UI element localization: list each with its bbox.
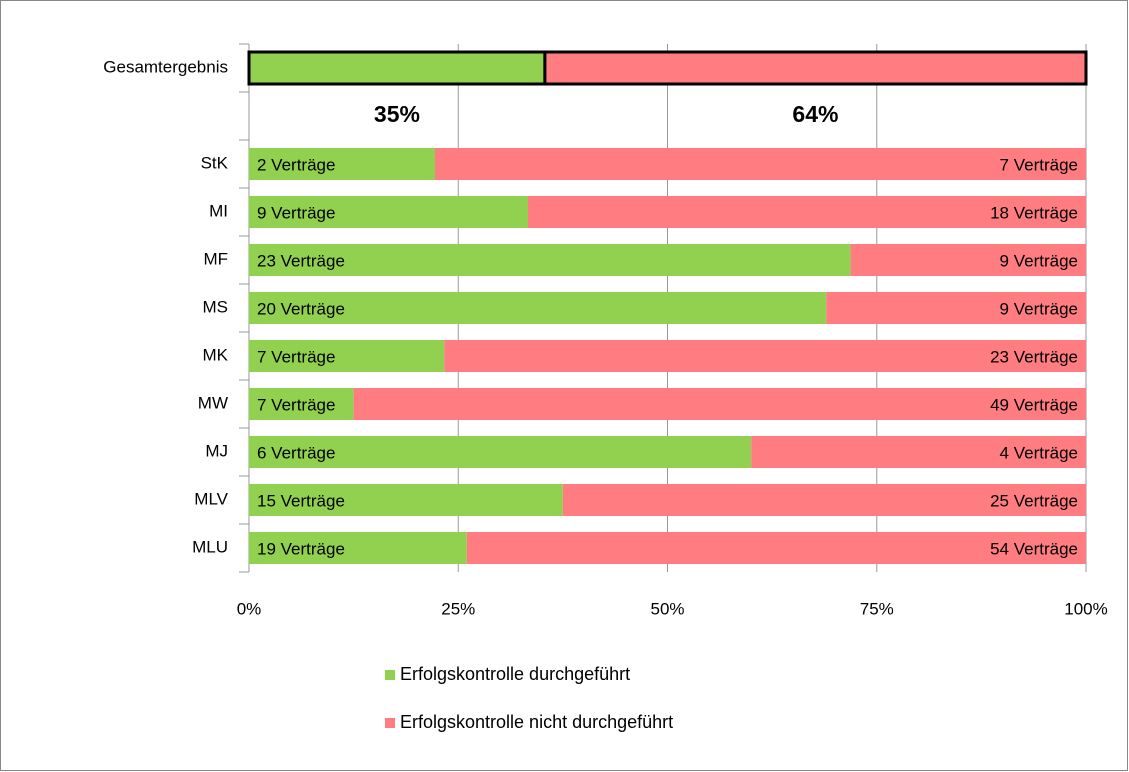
data-label: 4 Verträge [1000, 443, 1078, 462]
legend-label: Erfolgskontrolle durchgeführt [400, 664, 630, 684]
y-tick-label: MLU [192, 537, 228, 556]
data-label: 64% [792, 101, 838, 127]
x-tick-label: 50% [650, 599, 684, 618]
x-tick-label: 100% [1064, 599, 1107, 618]
y-tick-label: MI [209, 201, 228, 220]
y-tick-label: MJ [205, 441, 228, 460]
data-label: 2 Verträge [257, 155, 335, 174]
bar-segment [435, 148, 1086, 180]
data-label: 9 Verträge [1000, 251, 1078, 270]
data-label: 54 Verträge [990, 539, 1078, 558]
y-tick-label: MK [203, 345, 229, 364]
bar-segment [249, 436, 752, 468]
bar-segment [826, 292, 1086, 324]
x-tick-label: 25% [441, 599, 475, 618]
legend-label: Erfolgskontrolle nicht durchgeführt [400, 712, 673, 732]
data-label: 20 Verträge [257, 299, 345, 318]
data-label: 7 Verträge [1000, 155, 1078, 174]
data-label: 15 Verträge [257, 491, 345, 510]
bar-segment [528, 196, 1086, 228]
bar-segment [444, 340, 1086, 372]
data-label: 19 Verträge [257, 539, 345, 558]
data-label: 6 Verträge [257, 443, 335, 462]
data-label: 25 Verträge [990, 491, 1078, 510]
bar-segment [249, 292, 827, 324]
data-label: 23 Verträge [990, 347, 1078, 366]
y-tick-label: Gesamtergebnis [103, 57, 228, 76]
bar-segment [466, 532, 1086, 564]
data-label: 9 Verträge [257, 203, 335, 222]
bar-segment [247, 50, 547, 86]
data-label: 7 Verträge [257, 347, 335, 366]
bar-segment [249, 388, 354, 420]
legend-swatch [385, 670, 395, 680]
bar-segment [850, 244, 1086, 276]
data-label: 9 Verträge [1000, 299, 1078, 318]
bar-segment [249, 484, 563, 516]
y-tick-label: MLV [194, 489, 228, 508]
y-tick-label: StK [201, 153, 229, 172]
y-tick-label: MS [203, 297, 229, 316]
y-tick-label: MF [203, 249, 228, 268]
data-label: 18 Verträge [990, 203, 1078, 222]
bar-segment [249, 148, 435, 180]
y-tick-label: MW [198, 393, 228, 412]
bar-segment [249, 244, 851, 276]
x-tick-label: 0% [237, 599, 262, 618]
bar-segment [562, 484, 1086, 516]
bar-segment [249, 532, 467, 564]
bar-segment [249, 196, 528, 228]
bar-segment [353, 388, 1086, 420]
x-tick-label: 75% [860, 599, 894, 618]
bar-segment [543, 50, 1088, 86]
legend-swatch [385, 718, 395, 728]
bar-segment [751, 436, 1086, 468]
data-label: 23 Verträge [257, 251, 345, 270]
data-label: 35% [374, 101, 420, 127]
data-label: 7 Verträge [257, 395, 335, 414]
bar-segment [249, 340, 445, 372]
data-label: 49 Verträge [990, 395, 1078, 414]
